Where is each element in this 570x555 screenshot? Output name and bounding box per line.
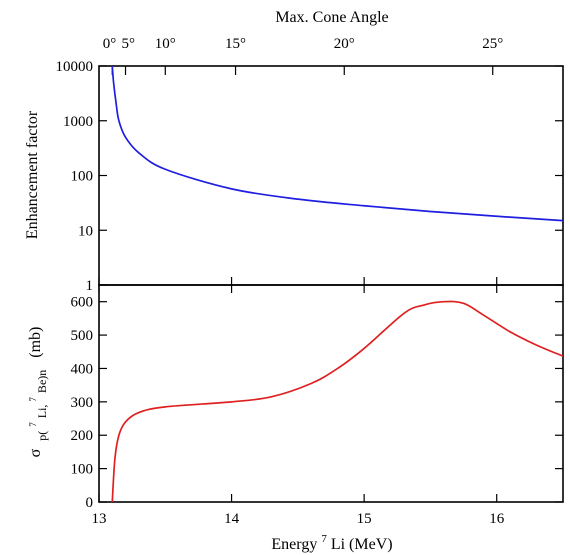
ylabel-subscript-p: p( — [35, 431, 49, 441]
top-panel-ylabel: Enhancement factor — [24, 110, 41, 239]
xlabel-sup: 7 — [321, 533, 327, 545]
ylabel-unit: (mb) — [27, 327, 44, 358]
bottom-xtick-label-16: 16 — [489, 511, 505, 527]
top-ytick-label-10: 10 — [78, 223, 93, 239]
top-ytick-label-100: 100 — [71, 169, 94, 185]
ylabel-sup-7b: 7 — [28, 397, 38, 402]
top-axis-title: Max. Cone Angle — [275, 9, 388, 26]
bottom-panel-ylabel: σ p( 7 Li, 7 Be)n (mb) — [23, 327, 50, 458]
bottom-ytick-label-100: 100 — [71, 462, 94, 478]
bottom-ytick-label-500: 500 — [71, 328, 94, 344]
top-angle-label-3: 15° — [225, 36, 246, 52]
bottom-ytick-label-300: 300 — [71, 395, 94, 411]
bottom-ytick-label-600: 600 — [71, 295, 94, 311]
ylabel-li: Li, — [35, 402, 49, 419]
enhancement-factor-line — [111, 65, 564, 222]
top-ytick-label-10000: 10000 — [56, 59, 94, 75]
top-angle-label-4: 20° — [334, 36, 355, 52]
bottom-ytick-label-0: 0 — [86, 495, 94, 511]
x-axis-title: Energy 7 Li (MeV) — [271, 529, 392, 553]
chart-marks: 1 10 100 1000 10000 0° 5° 10° 15° 20° 25° 13 14 15 16 0… — [56, 36, 564, 527]
top-ytick-label-1000: 1000 — [63, 114, 93, 130]
top-angle-label-1: 5° — [122, 36, 136, 52]
cross-section-line — [111, 300, 564, 503]
bottom-ytick-label-200: 200 — [71, 428, 94, 444]
bottom-ytick-label-400: 400 — [71, 361, 94, 377]
bottom-panel-frame — [98, 284, 564, 503]
top-ytick-label-1: 1 — [86, 278, 94, 294]
top-angle-label-5: 25° — [482, 36, 503, 52]
top-angle-label-0: 0° — [103, 36, 117, 52]
ylabel-sigma: σ — [27, 448, 44, 457]
ylabel-be: Be)n — [35, 370, 49, 393]
top-angle-label-2: 10° — [155, 36, 176, 52]
xlabel-energy: Energy — [271, 536, 321, 553]
ylabel-sup-7a: 7 — [28, 422, 38, 427]
xlabel-rest: Li (MeV) — [331, 536, 393, 553]
bottom-xtick-label-13: 13 — [92, 511, 107, 527]
top-panel-frame — [98, 65, 564, 286]
bottom-xtick-label-15: 15 — [357, 511, 372, 527]
bottom-xtick-label-14: 14 — [224, 511, 240, 527]
